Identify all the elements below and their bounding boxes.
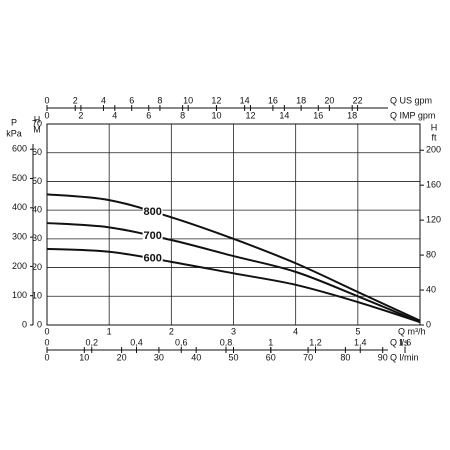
- bottom-axis-tick-label: 80: [340, 352, 350, 362]
- bottom-axis-tick-label: 0: [44, 337, 49, 347]
- top-axis-tick-label: 2: [73, 95, 78, 105]
- top-axis-tick-label: 12: [245, 110, 255, 120]
- y-tick-label: 50: [32, 176, 42, 186]
- bottom-axis-tick-label: 40: [191, 352, 201, 362]
- bottom-axis-tick-label: 0,4: [130, 337, 143, 347]
- y-tick-label: 10: [32, 291, 42, 301]
- top-axis-tick-label: 6: [146, 110, 151, 120]
- bottom-axis-tick-label: 30: [154, 352, 164, 362]
- y-axis-title: M: [33, 124, 41, 134]
- x-tick-label: 3: [231, 326, 236, 336]
- top-axis-tick-label: 18: [347, 110, 357, 120]
- y2-tick-label: 200: [426, 145, 441, 155]
- curve: [46, 247, 421, 324]
- top-axis-tick-label: 8: [157, 95, 162, 105]
- bottom-axis-tick-label: 1,6: [399, 337, 412, 347]
- y-outer-title: kPa: [6, 128, 22, 138]
- y2-tick-label: 120: [426, 215, 441, 225]
- x-axis-title: Q m³/h: [398, 326, 426, 336]
- y-outer-tick-label: 300: [12, 231, 27, 241]
- bottom-axis-tick-label: 0,8: [220, 337, 233, 347]
- bottom-axis-tick-label: 0,2: [85, 337, 98, 347]
- bottom-axis-tick-label: 0: [44, 352, 49, 362]
- curve-label-bg: [142, 229, 163, 243]
- y2-tick-label: 160: [426, 180, 441, 190]
- plot-frame: [46, 123, 421, 326]
- top-axis-tick-label: 16: [313, 110, 323, 120]
- y-tick-label: 60: [32, 147, 42, 157]
- bottom-axis-tick-label: 10: [79, 352, 89, 362]
- bottom-axis-tick-label: 20: [117, 352, 127, 362]
- bottom-axis-tick-label: 0,6: [175, 337, 188, 347]
- y-tick-label: 0: [37, 319, 42, 329]
- top-axis-tick-label: 2: [78, 110, 83, 120]
- y-outer-title: P: [11, 117, 17, 127]
- bottom-axis-tick-label: 70: [303, 352, 313, 362]
- y2-tick-label: 80: [426, 249, 436, 259]
- y2-axis-title: ft: [431, 132, 437, 142]
- y-outer-tick-label: 400: [12, 202, 27, 212]
- y-tick-label: 20: [32, 262, 42, 272]
- bottom-axis-tick-label: 60: [266, 352, 276, 362]
- y-outer-tick-label: 500: [12, 173, 27, 183]
- y-outer-tick-label: 600: [12, 144, 27, 154]
- top-axis-tick-label: 16: [268, 95, 278, 105]
- x-tick-label: 2: [169, 326, 174, 336]
- top-axis-tick-label: 10: [183, 95, 193, 105]
- curve: [46, 193, 421, 322]
- y-outer-tick-label: 200: [12, 261, 27, 271]
- top-axis-tick-label: 18: [296, 95, 306, 105]
- y-outer-tick-label: 100: [12, 290, 27, 300]
- top-axis-tick-label: 20: [324, 95, 334, 105]
- top-axis-tick-label: 0: [44, 95, 49, 105]
- y-axis-title: H: [34, 114, 41, 124]
- top-axis-title: Q US gpm: [390, 95, 432, 105]
- bottom-axis-title: Q l/s: [390, 337, 409, 347]
- top-axis-tick-label: 10: [212, 110, 222, 120]
- top-axis-tick-label: 6: [129, 95, 134, 105]
- bottom-axis-tick-label: 1: [268, 337, 273, 347]
- x-tick-label: 0: [44, 326, 49, 336]
- curve-label: 600: [144, 253, 162, 265]
- x-tick-label: 5: [355, 326, 360, 336]
- top-axis-tick-label: 12: [211, 95, 221, 105]
- top-axis-tick-label: 14: [240, 95, 250, 105]
- y2-tick-label: 0: [426, 319, 431, 329]
- y-tick-label: 40: [32, 205, 42, 215]
- bottom-axis-tick-label: 90: [378, 352, 388, 362]
- y2-tick-label: 40: [426, 284, 436, 294]
- bottom-axis-tick-label: 50: [228, 352, 238, 362]
- top-axis-tick-label: 22: [353, 95, 363, 105]
- y2-axis-title: H: [431, 122, 438, 132]
- top-axis-title: Q IMP gpm: [390, 110, 435, 120]
- curve-label: 800: [144, 206, 162, 218]
- bottom-axis-tick-label: 1,2: [309, 337, 322, 347]
- y-tick-label: 30: [32, 233, 42, 243]
- x-tick-label: 4: [293, 326, 298, 336]
- top-axis-tick-label: 14: [279, 110, 289, 120]
- x-tick-label: 1: [107, 326, 112, 336]
- top-axis-tick-label: 0: [44, 110, 49, 120]
- curve-label-bg: [142, 251, 163, 265]
- y-outer-tick-label: 0: [22, 319, 27, 329]
- bottom-axis-title: Q l/min: [390, 352, 419, 362]
- curve-label: 700: [144, 230, 162, 242]
- top-axis-tick-label: 4: [112, 110, 117, 120]
- bottom-axis-tick-label: 1,4: [354, 337, 367, 347]
- y-tick-label: 70: [32, 118, 42, 128]
- curve-label-bg: [142, 205, 163, 219]
- curve: [46, 222, 421, 324]
- top-axis-tick-label: 4: [101, 95, 106, 105]
- top-axis-tick-label: 8: [180, 110, 185, 120]
